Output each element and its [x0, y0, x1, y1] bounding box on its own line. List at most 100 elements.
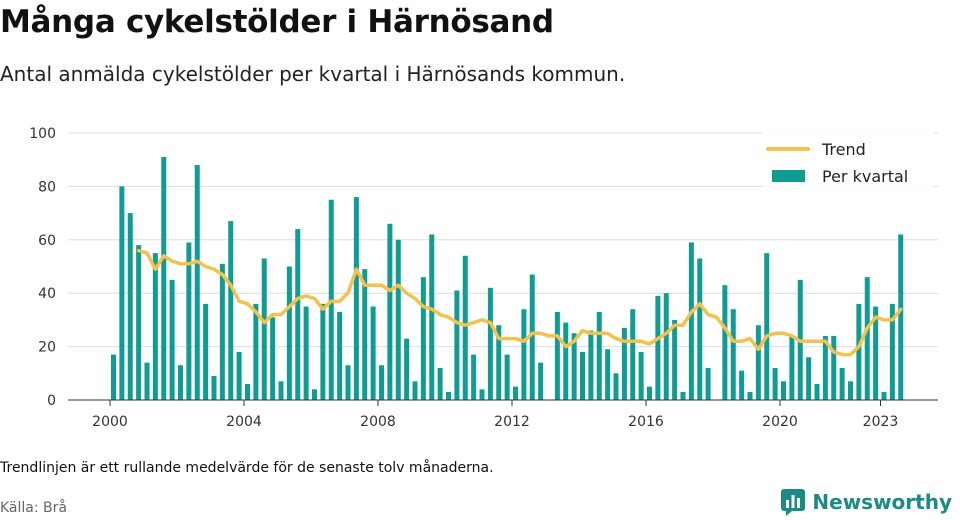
bar	[630, 309, 636, 400]
bar	[831, 335, 837, 400]
bar	[320, 303, 326, 400]
bar	[898, 234, 904, 400]
y-tick-label: 0	[47, 393, 56, 409]
legend-swatch-bars	[772, 170, 805, 182]
bar	[504, 354, 510, 400]
bar	[111, 354, 116, 400]
bar	[136, 245, 142, 400]
bar	[471, 354, 477, 400]
bar	[613, 373, 619, 400]
bar	[420, 277, 426, 400]
bar	[538, 362, 544, 400]
bar	[848, 381, 853, 400]
bar	[605, 349, 611, 400]
bar	[571, 333, 577, 400]
bar	[261, 258, 267, 400]
bar	[127, 213, 133, 400]
bar	[722, 285, 728, 400]
bar	[889, 303, 895, 400]
newsworthy-logo-icon	[781, 489, 806, 516]
x-tick-label: 2000	[92, 414, 128, 430]
bar	[387, 223, 393, 400]
bar	[663, 293, 669, 400]
bar	[521, 309, 527, 400]
bar	[353, 197, 359, 400]
bar	[362, 269, 368, 400]
bar	[563, 322, 569, 400]
bar	[580, 351, 585, 400]
bar	[588, 330, 594, 400]
trend-line	[136, 248, 903, 357]
bar	[144, 362, 150, 400]
bar	[814, 383, 820, 400]
chart-subtitle: Antal anmälda cykelstölder per kvartal i…	[0, 62, 626, 86]
bar	[429, 234, 435, 400]
bar	[621, 327, 627, 400]
bar	[194, 165, 200, 400]
bar	[647, 386, 652, 400]
bar	[705, 367, 711, 400]
y-tick-label: 80	[38, 179, 56, 195]
bar	[454, 290, 460, 400]
bar	[789, 335, 795, 400]
bar	[697, 258, 703, 400]
bar	[672, 319, 678, 400]
bar	[152, 253, 158, 400]
legend-label-bars: Per kvartal	[822, 167, 908, 186]
bar	[822, 335, 828, 400]
brand-name: Newsworthy	[812, 490, 952, 514]
x-tick-label: 2023	[863, 414, 899, 430]
bar	[856, 303, 862, 400]
bar	[764, 253, 770, 400]
bar	[253, 303, 259, 400]
bar	[186, 242, 192, 400]
x-tick-label: 2012	[494, 414, 530, 430]
bar	[119, 186, 125, 400]
brand-logo[interactable]: Newsworthy	[780, 488, 952, 516]
bar	[772, 367, 778, 400]
x-tick-label: 2016	[628, 414, 664, 430]
bar	[236, 351, 242, 400]
bar	[345, 365, 351, 400]
bar	[379, 365, 384, 400]
bar	[730, 309, 736, 400]
bar	[395, 239, 401, 400]
chart-title: Många cykelstölder i Härnösand	[0, 4, 554, 40]
bar	[462, 255, 468, 400]
bar	[864, 277, 870, 400]
bar	[219, 263, 225, 400]
x-tick-label: 2020	[762, 414, 798, 430]
bar	[337, 311, 343, 400]
x-tick-label: 2008	[360, 414, 396, 430]
bar	[781, 381, 786, 400]
y-tick-label: 60	[38, 233, 56, 249]
bar	[688, 242, 694, 400]
bar	[529, 274, 535, 400]
bar	[169, 279, 175, 400]
bar	[496, 325, 502, 400]
legend-label-trend: Trend	[821, 140, 866, 159]
source-text: Källa: Brå	[0, 500, 67, 516]
bar	[554, 311, 560, 400]
y-tick-label: 100	[29, 126, 56, 142]
bar	[655, 295, 661, 400]
bar	[228, 221, 234, 400]
bar	[596, 311, 602, 400]
bar	[638, 351, 644, 400]
bar	[881, 391, 887, 400]
bar	[747, 391, 753, 400]
bar-chart: 0 20 40 60 80 100 2000 2004 2008 2012 2016 2020 2023…	[29, 126, 938, 430]
bar	[806, 357, 812, 400]
bar	[839, 367, 845, 400]
bar	[680, 391, 686, 400]
bar	[739, 370, 745, 400]
bar	[370, 306, 376, 400]
bar	[245, 383, 250, 400]
legend-box	[762, 132, 934, 194]
bar	[437, 367, 443, 400]
bar	[446, 391, 451, 400]
y-tick-label: 20	[38, 340, 56, 356]
bar	[203, 303, 209, 400]
bar	[161, 157, 167, 400]
bar	[404, 338, 410, 400]
